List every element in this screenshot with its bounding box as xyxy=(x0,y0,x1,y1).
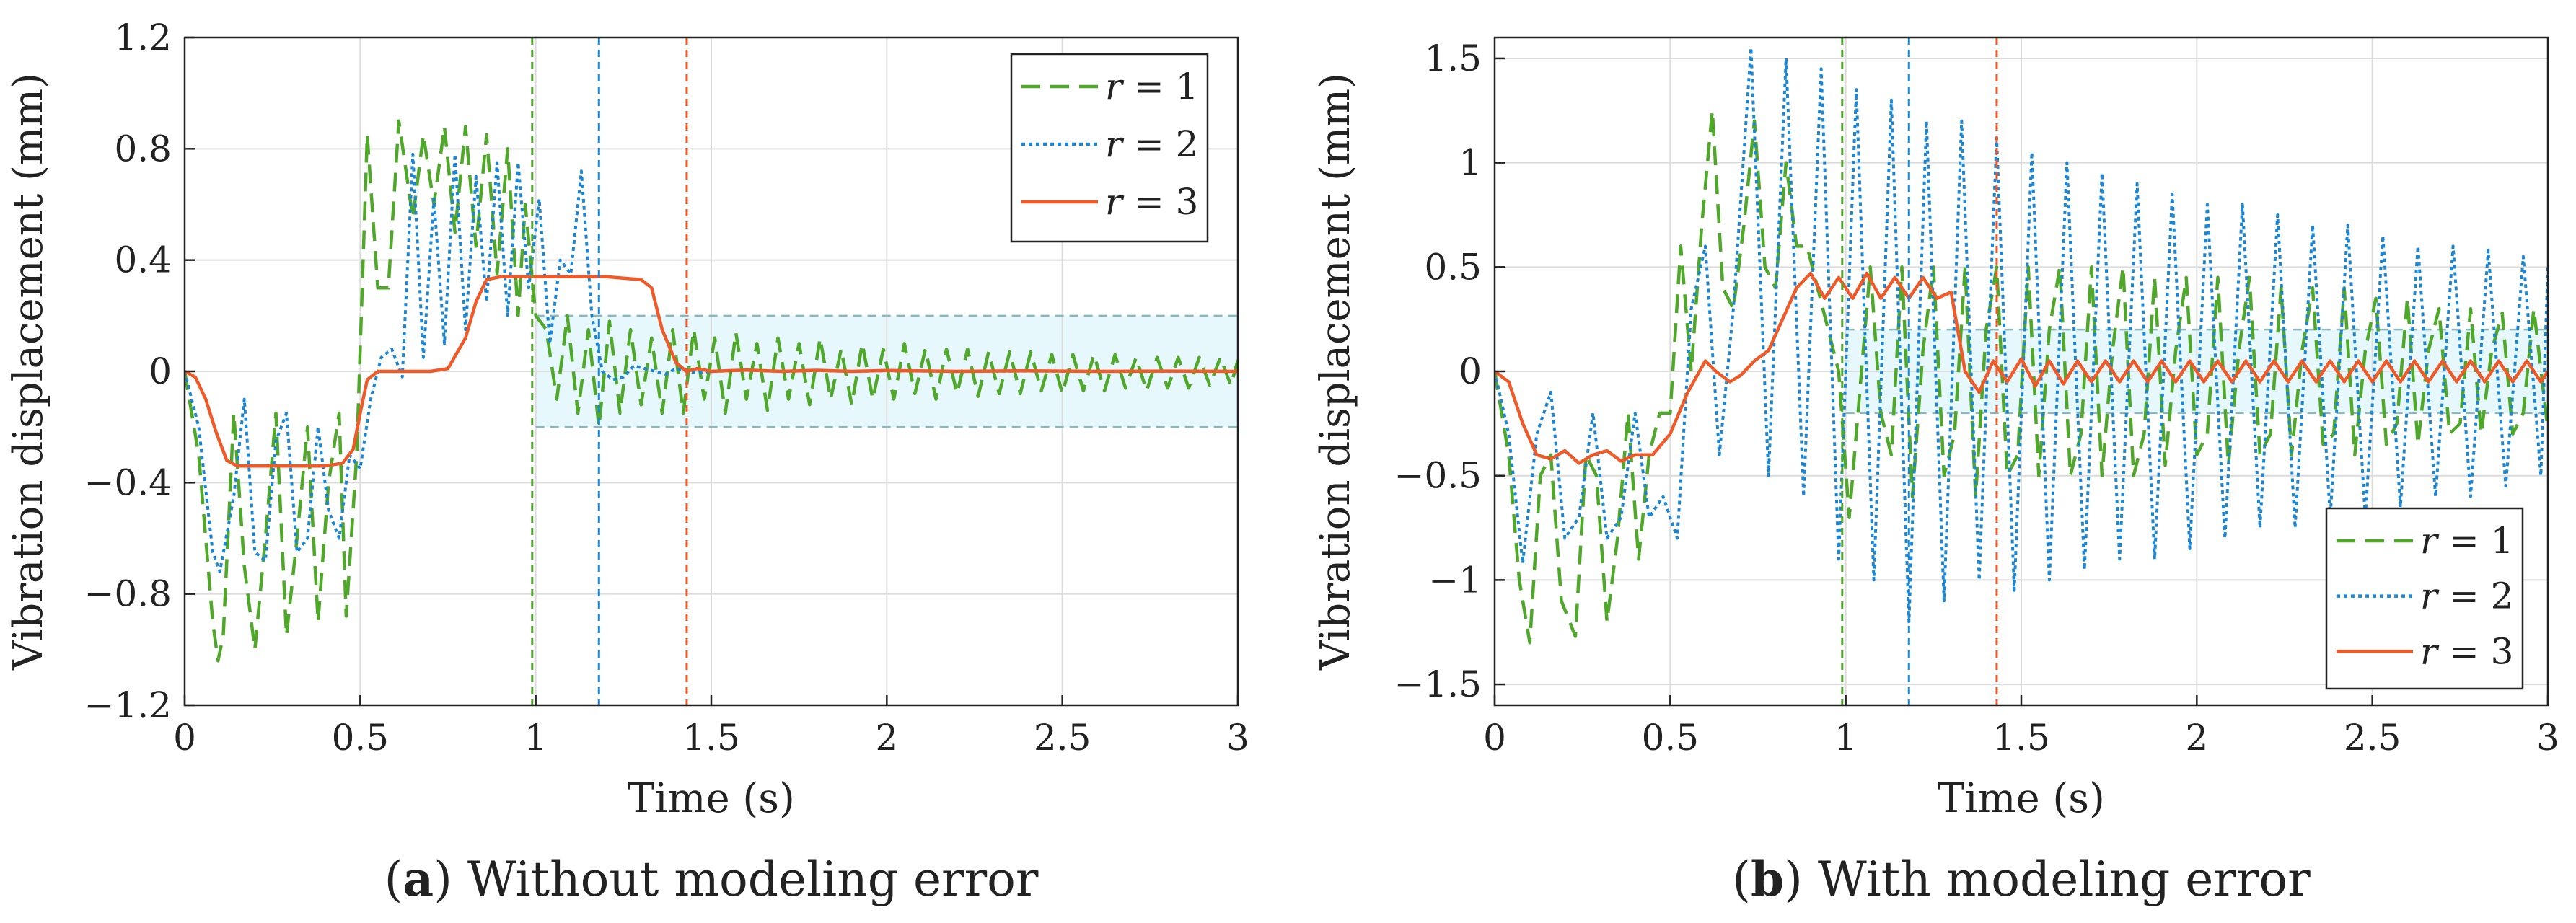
y-tick-label: 1.2 xyxy=(114,17,172,58)
x-tick-label: 1.5 xyxy=(1992,717,2050,759)
series-line-r3 xyxy=(185,275,1238,468)
chart-panel-a: 0 0.5 1 1.5 2 2.5 3 −1.2 −0.8 −0.4 0 0.4 0.8 1.2 Time … xyxy=(5,17,1249,907)
legend-label-r3: r = 3 xyxy=(1105,181,1198,223)
y-tick-label: 0 xyxy=(149,350,172,392)
legend: r = 1r = 2r = 3 xyxy=(1010,53,1209,243)
legend-box xyxy=(2325,507,2524,690)
series-line-r1 xyxy=(185,119,1238,663)
legend-label-r3: r = 3 xyxy=(2420,630,2513,672)
legend-var: r xyxy=(1105,123,1125,165)
legend-label-r2: r = 2 xyxy=(1105,123,1198,165)
x-tick-label: 2.5 xyxy=(1034,717,1091,759)
series-line-r1 xyxy=(1495,109,2548,645)
x-axis-label: Time (s) xyxy=(628,775,795,822)
caption-open: ( xyxy=(384,852,403,907)
y-tick-label: 0.8 xyxy=(114,128,172,169)
y-tick-label: −0.5 xyxy=(1394,455,1482,497)
caption-open: ( xyxy=(1732,852,1751,907)
legend-var: r xyxy=(2420,520,2440,562)
legend-value: = 1 xyxy=(1122,66,1199,107)
y-tick-label: 1.5 xyxy=(1424,37,1482,79)
legend-var: r xyxy=(1105,181,1125,223)
x-tick-label: 2 xyxy=(875,717,898,759)
legend-value: = 3 xyxy=(2437,630,2514,672)
x-tick-label: 0.5 xyxy=(1642,717,1700,759)
y-tick-label: −0.8 xyxy=(84,573,172,615)
x-tick-label: 3 xyxy=(2536,717,2559,759)
x-tick-label: 2 xyxy=(2185,717,2208,759)
chart-panel-b: 0 0.5 1 1.5 2 2.5 3 −1.5 −1 −0.5 0 0.5 1 1.5 Time (s) V… xyxy=(1312,36,2559,907)
legend-var: r xyxy=(1105,66,1125,107)
legend-value: = 1 xyxy=(2437,520,2514,562)
caption-text: ) Without modeling error xyxy=(434,852,1039,907)
y-tick-label: 0 xyxy=(1459,350,1482,392)
x-tick-label: 2.5 xyxy=(2344,717,2401,759)
y-tick-label: −1.5 xyxy=(1394,663,1482,705)
panel-caption: (a) Without modeling error xyxy=(384,851,1039,907)
y-axis-label: Vibration displacement (mm) xyxy=(1312,73,1359,671)
y-tick-label: 0.4 xyxy=(114,239,172,281)
legend-label-r2: r = 2 xyxy=(2420,575,2513,617)
x-axis-label: Time (s) xyxy=(1938,775,2105,822)
x-tick-label: 0 xyxy=(1483,717,1506,759)
y-tick-label: −1.2 xyxy=(84,684,172,726)
legend-value: = 3 xyxy=(1122,181,1199,223)
caption-text: ) With modeling error xyxy=(1784,852,2311,907)
x-tick-label: 1 xyxy=(524,717,548,759)
legend-var: r xyxy=(2420,575,2440,617)
legend-var: r xyxy=(2420,630,2440,672)
x-tick-label: 3 xyxy=(1226,717,1249,759)
x-tick-label: 0.5 xyxy=(332,717,390,759)
caption-letter: a xyxy=(403,851,434,907)
legend-value: = 2 xyxy=(1122,123,1199,165)
y-axis-label: Vibration displacement (mm) xyxy=(5,73,52,671)
caption-letter: b xyxy=(1751,851,1784,907)
panel-caption: (b) With modeling error xyxy=(1732,851,2311,907)
y-tick-label: −0.4 xyxy=(84,462,172,503)
x-tick-label: 1.5 xyxy=(682,717,740,759)
y-tick-label: 1 xyxy=(1459,142,1482,184)
x-tick-label: 0 xyxy=(173,717,196,759)
series-line-r3 xyxy=(1495,271,2548,465)
y-tick-label: 0.5 xyxy=(1424,246,1482,288)
legend-label-r1: r = 1 xyxy=(1105,66,1198,107)
legend-label-r1: r = 1 xyxy=(2420,520,2513,562)
legend: r = 1r = 2r = 3 xyxy=(2325,507,2524,690)
legend-box xyxy=(1010,53,1209,243)
y-tick-label: −1 xyxy=(1428,559,1482,601)
x-tick-label: 1 xyxy=(1834,717,1858,759)
legend-value: = 2 xyxy=(2437,575,2514,617)
